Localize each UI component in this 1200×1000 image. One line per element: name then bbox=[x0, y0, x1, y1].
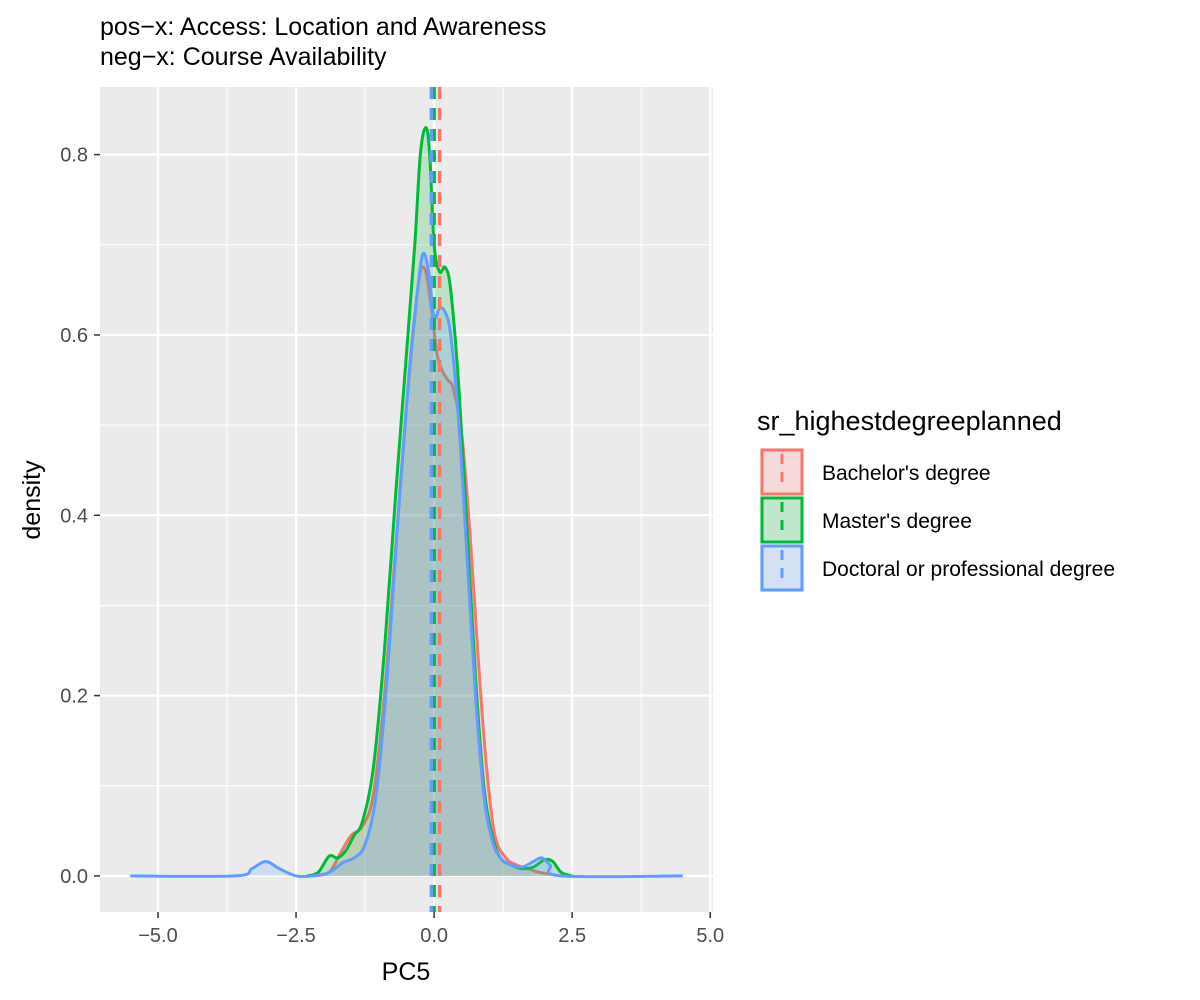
x-tick-label: 5.0 bbox=[696, 925, 724, 947]
density-line-0 bbox=[312, 265, 562, 878]
chart-subtitle: neg−x: Course Availability bbox=[100, 43, 387, 71]
x-tick-label: 2.5 bbox=[558, 925, 586, 947]
density-area-1 bbox=[307, 127, 573, 876]
y-axis-title: density bbox=[18, 460, 46, 540]
x-tick-label: 0.0 bbox=[420, 925, 448, 947]
y-tick-label: 0.0 bbox=[60, 866, 88, 888]
grid-lines bbox=[100, 87, 713, 912]
legend: sr_highestdegreeplanned Bachelor's degre… bbox=[757, 406, 1115, 592]
x-axis-title: PC5 bbox=[382, 958, 431, 986]
axes: −5.0 −2.5 0.0 2.5 5.0 0.0 0.2 0.4 0.6 0.8 bbox=[60, 145, 724, 947]
legend-label-0: Bachelor's degree bbox=[822, 462, 991, 485]
mean-lines bbox=[429, 87, 442, 912]
plot-panel bbox=[100, 87, 713, 912]
legend-label-2: Doctoral or professional degree bbox=[822, 558, 1115, 581]
x-tick-label: −5.0 bbox=[138, 925, 177, 947]
y-tick-label: 0.6 bbox=[60, 325, 88, 347]
chart-title: pos−x: Access: Location and Awareness bbox=[100, 13, 546, 41]
density-area-0 bbox=[312, 266, 562, 876]
x-tick-label: −2.5 bbox=[276, 925, 315, 947]
y-tick-label: 0.2 bbox=[60, 686, 88, 708]
density-area-2 bbox=[130, 253, 683, 877]
density-series bbox=[130, 126, 683, 879]
legend-title: sr_highestdegreeplanned bbox=[757, 406, 1062, 436]
density-line-2 bbox=[130, 251, 683, 879]
y-tick-label: 0.8 bbox=[60, 145, 88, 167]
y-tick-label: 0.4 bbox=[60, 505, 88, 527]
legend-label-1: Master's degree bbox=[822, 510, 972, 533]
